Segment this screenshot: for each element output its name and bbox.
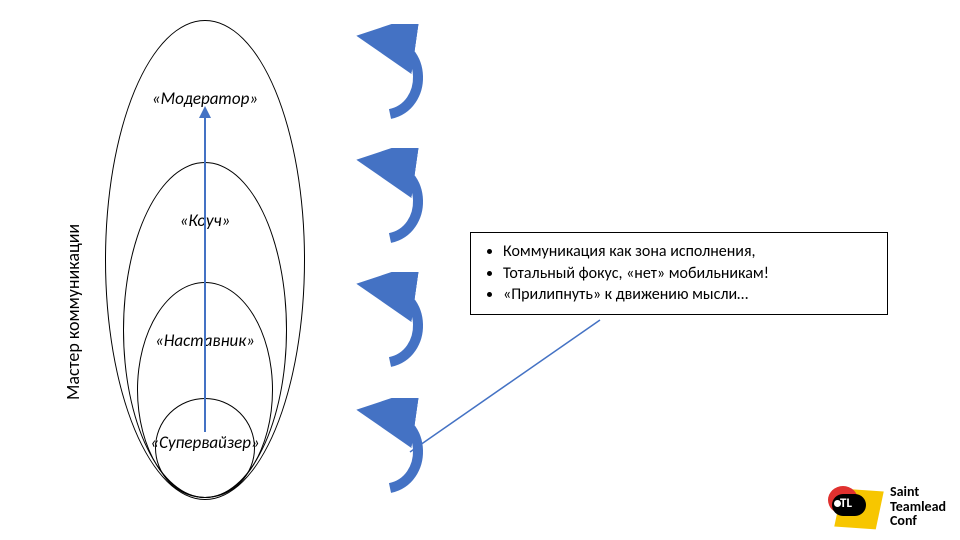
logo-text: Saint Teamlead Conf	[890, 485, 946, 529]
logo-mark: TL	[828, 484, 884, 530]
bullet-1: Коммуникация как зона исполнения,	[503, 241, 877, 263]
logo-tl: TL	[840, 496, 852, 511]
logo: TL Saint Teamlead Conf	[828, 484, 946, 530]
bullet-3: «Прилипнуть» к движению мысли…	[503, 284, 877, 306]
logo-line3: Conf	[890, 514, 946, 529]
bullet-box: Коммуникация как зона исполнения, Тоталь…	[470, 232, 888, 315]
bullet-2: Тотальный фокус, «нет» мобильникам!	[503, 263, 877, 285]
